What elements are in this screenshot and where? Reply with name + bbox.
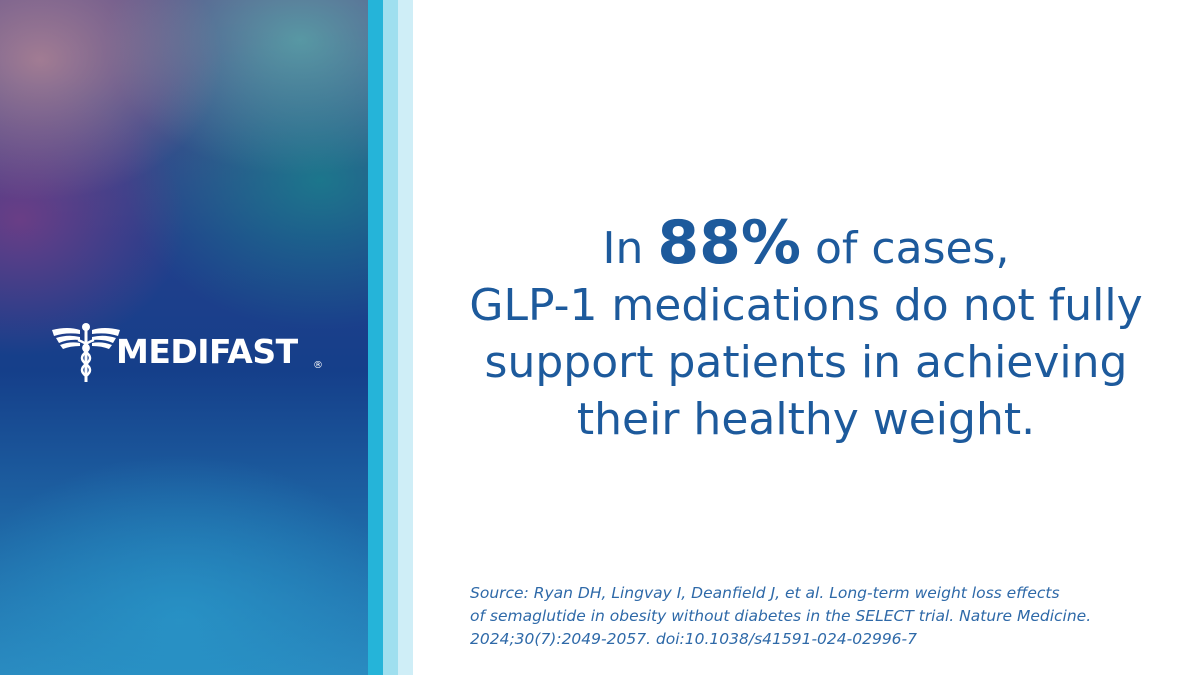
headline-text: of cases, [815, 223, 1010, 274]
headline-text: In [602, 223, 644, 274]
source-line: 2024;30(7):2049-2057. doi:10.1038/s41591… [470, 630, 917, 648]
headline: In 88% of cases, GLP-1 medications do no… [420, 213, 1192, 448]
source-line: Source: Ryan DH, Lingvay I, Deanfield J,… [470, 584, 1060, 602]
headline-line: In 88% of cases, [420, 213, 1192, 277]
logo-icon [52, 323, 120, 382]
headline-highlight: 88% [657, 208, 802, 278]
stripe [383, 0, 398, 675]
stripe [398, 0, 413, 675]
logo-text: MEDIFAST [116, 332, 298, 371]
headline-line: their healthy weight. [576, 394, 1036, 445]
headline-line: support patients in achieving [484, 337, 1128, 388]
source-citation: Source: Ryan DH, Lingvay I, Deanfield J,… [470, 582, 1190, 651]
headline-line: GLP-1 medications do not fully [469, 280, 1143, 331]
source-line: of semaglutide in obesity without diabet… [470, 607, 1092, 625]
stripe [368, 0, 383, 675]
registered-mark: ® [313, 360, 323, 371]
